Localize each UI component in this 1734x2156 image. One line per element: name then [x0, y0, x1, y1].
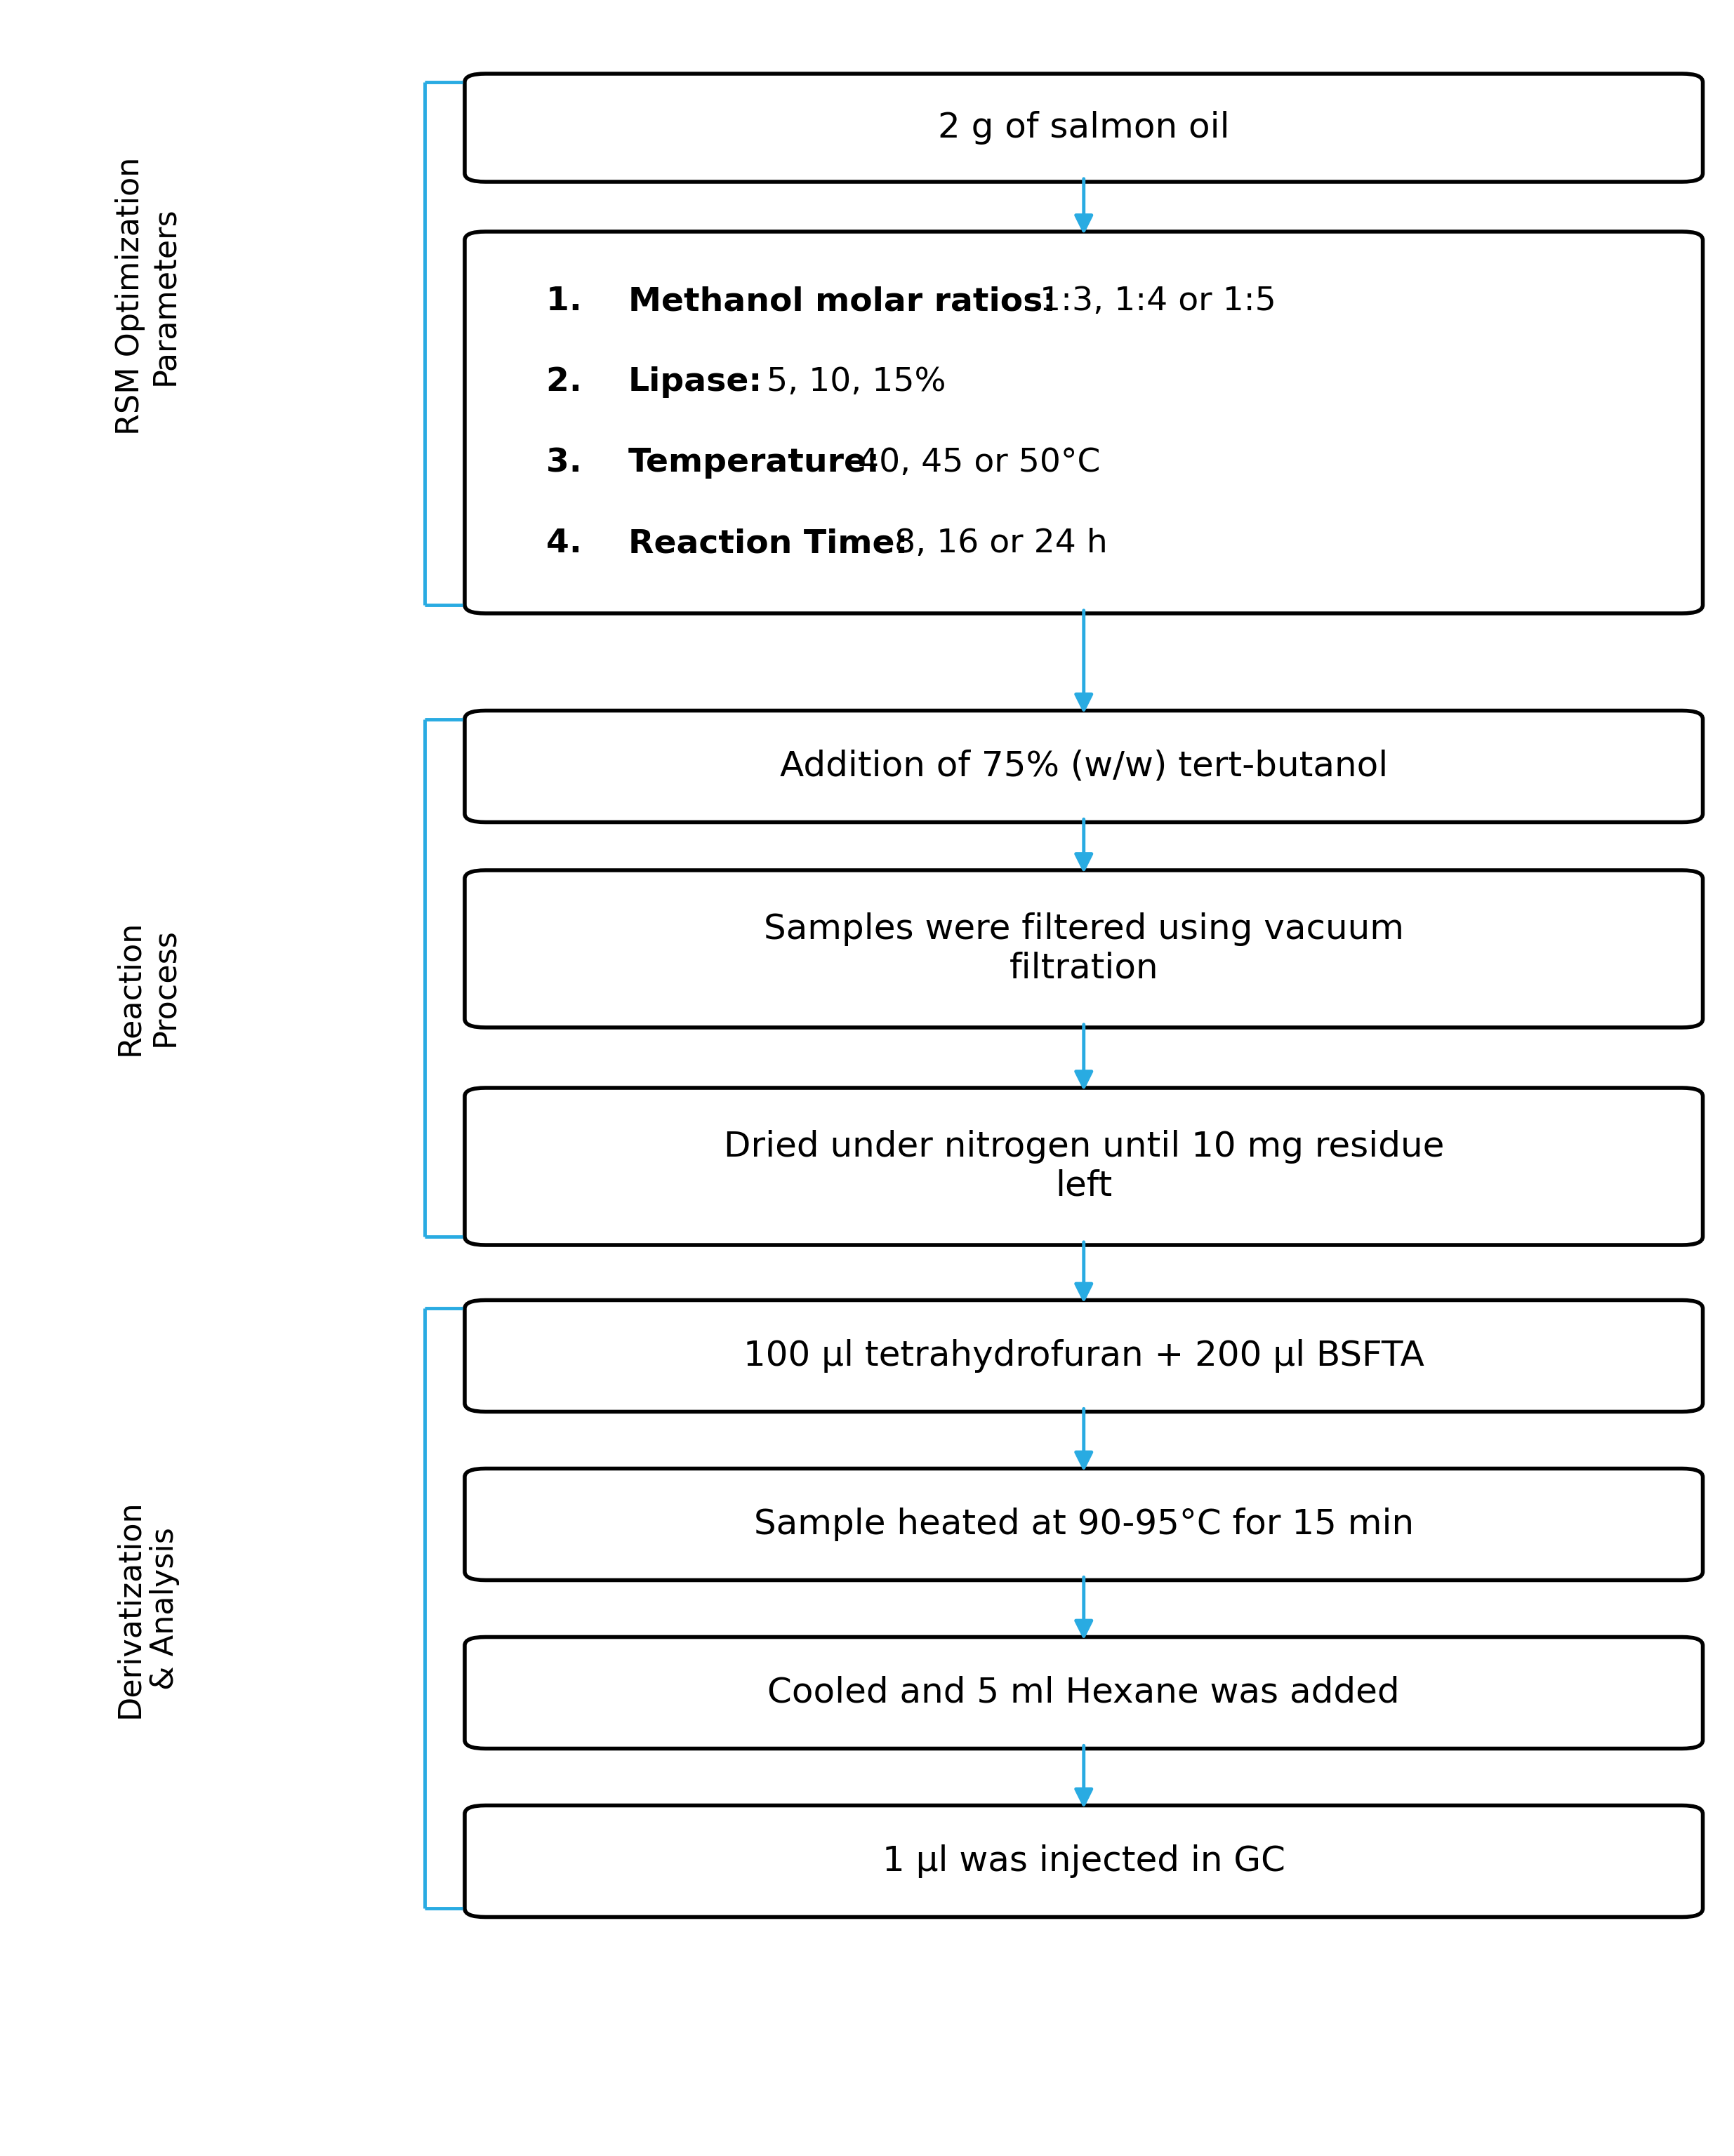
Text: Cooled and 5 ml Hexane was added: Cooled and 5 ml Hexane was added — [768, 1675, 1399, 1710]
Text: 4.: 4. — [546, 528, 617, 558]
FancyBboxPatch shape — [465, 871, 1703, 1028]
FancyBboxPatch shape — [465, 711, 1703, 821]
Text: Sample heated at 90-95°C for 15 min: Sample heated at 90-95°C for 15 min — [754, 1507, 1413, 1542]
FancyBboxPatch shape — [465, 1300, 1703, 1412]
Text: 1.: 1. — [546, 285, 617, 317]
FancyBboxPatch shape — [465, 73, 1703, 181]
Text: 40, 45 or 50°C: 40, 45 or 50°C — [846, 446, 1099, 479]
Text: 8, 16 or 24 h: 8, 16 or 24 h — [884, 528, 1108, 558]
FancyBboxPatch shape — [465, 1468, 1703, 1580]
FancyBboxPatch shape — [465, 231, 1703, 614]
Text: Lipase:: Lipase: — [628, 367, 763, 399]
FancyBboxPatch shape — [465, 1089, 1703, 1244]
Text: Reaction Time:: Reaction Time: — [628, 528, 909, 558]
Text: 1 μl was injected in GC: 1 μl was injected in GC — [883, 1843, 1285, 1878]
FancyBboxPatch shape — [465, 1805, 1703, 1917]
Text: Methanol molar ratios:: Methanol molar ratios: — [628, 285, 1056, 317]
Text: 2 g of salmon oil: 2 g of salmon oil — [938, 110, 1229, 144]
Text: 100 μl tetrahydrofuran + 200 μl BSFTA: 100 μl tetrahydrofuran + 200 μl BSFTA — [744, 1339, 1424, 1373]
Text: 2.: 2. — [546, 367, 617, 399]
Text: Dried under nitrogen until 10 mg residue
left: Dried under nitrogen until 10 mg residue… — [723, 1130, 1444, 1203]
Text: Temperature:: Temperature: — [628, 446, 881, 479]
Text: Derivatization
& Analysis: Derivatization & Analysis — [114, 1498, 180, 1718]
Text: Samples were filtered using vacuum
filtration: Samples were filtered using vacuum filtr… — [763, 912, 1405, 985]
FancyBboxPatch shape — [465, 1636, 1703, 1749]
Text: Reaction
Process: Reaction Process — [114, 921, 180, 1054]
Text: 1:3, 1:4 or 1:5: 1:3, 1:4 or 1:5 — [1030, 285, 1276, 317]
Text: Addition of 75% (w/w) tert-butanol: Addition of 75% (w/w) tert-butanol — [780, 750, 1387, 783]
Text: 3.: 3. — [546, 446, 617, 479]
Text: 5, 10, 15%: 5, 10, 15% — [756, 367, 945, 399]
Text: RSM Optimization
Parameters: RSM Optimization Parameters — [114, 157, 180, 436]
